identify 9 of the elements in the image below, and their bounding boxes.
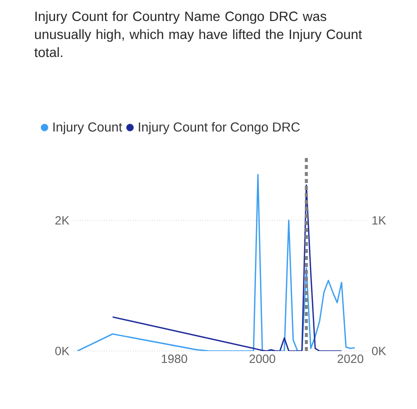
y2-tick-label: 0K [372, 346, 386, 356]
legend-label: Injury Count [53, 122, 122, 134]
x-tick-label: 2000 [250, 354, 276, 364]
y-tick-label: 2K [55, 216, 70, 225]
y2-tick-label: 1K [372, 216, 386, 224]
legend-label: Injury Count for Congo DRC [138, 122, 300, 134]
x-tick-label: 2020 [338, 354, 364, 364]
x-tick-label: 1980 [162, 354, 188, 364]
chart-title: Injury Count for Country Name Congo DRC was unusually high, which may have lifted the Injury Count total. [34, 11, 362, 58]
